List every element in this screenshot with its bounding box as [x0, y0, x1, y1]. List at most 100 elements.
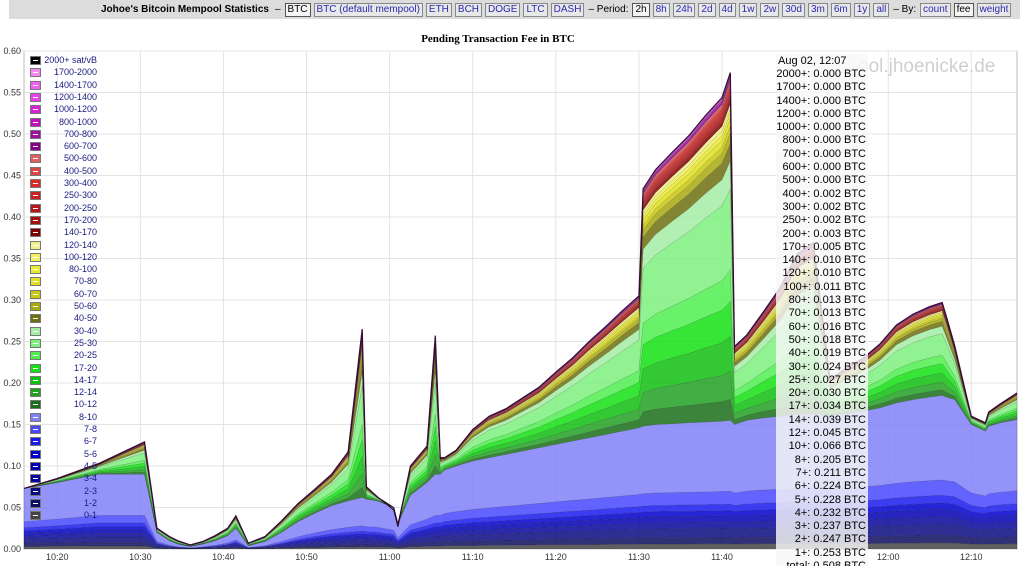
legend-item[interactable]: 400-500 — [27, 166, 97, 178]
tooltip-row: 300+: 0.002 BTC — [782, 200, 866, 213]
legend-item[interactable]: 20-25 — [27, 350, 97, 362]
by-button-weight[interactable]: weight — [976, 2, 1012, 17]
x-tick-label: 10:20 — [46, 552, 69, 562]
legend-item[interactable]: 140-170 — [27, 227, 97, 239]
x-tick-label: 11:20 — [545, 552, 567, 562]
legend-label: 7-8 — [83, 424, 97, 434]
period-button-2d[interactable]: 2d — [698, 2, 716, 17]
legend-item[interactable]: 30-40 — [27, 326, 97, 338]
period-button-1w[interactable]: 1w — [738, 2, 758, 17]
legend-item[interactable]: 0-1 — [27, 510, 97, 522]
legend-label: 170-200 — [63, 214, 97, 225]
legend-item[interactable]: 250-300 — [27, 190, 97, 202]
legend-item[interactable]: 25-30 — [27, 338, 97, 350]
legend-label: 8-10 — [78, 411, 97, 422]
legend-item[interactable]: 2000+ sat/vB — [27, 55, 97, 67]
legend-item[interactable]: 600-700 — [27, 141, 97, 153]
legend-item[interactable]: 120-140 — [27, 240, 97, 252]
legend-item[interactable]: 500-600 — [27, 153, 97, 165]
legend-item[interactable]: 8-10 — [27, 412, 97, 424]
legend-item[interactable]: 6-7 — [27, 436, 97, 448]
legend-item[interactable]: 1400-1700 — [27, 80, 97, 92]
top-navigation-bar: Johoe's Bitcoin Mempool Statistics – BTC… — [9, 0, 1020, 19]
legend-item[interactable]: 50-60 — [27, 301, 97, 313]
period-button-3m[interactable]: 3m — [807, 2, 828, 17]
period-button-30d[interactable]: 30d — [782, 2, 805, 17]
legend-swatch — [30, 203, 41, 213]
legend-item[interactable]: 14-17 — [27, 375, 97, 387]
period-button-6m[interactable]: 6m — [830, 2, 851, 17]
legend-item[interactable]: 40-50 — [27, 313, 97, 325]
legend-item[interactable]: 10-12 — [27, 399, 97, 411]
tooltip-row: 70+: 0.013 BTC — [788, 307, 866, 320]
legend-item[interactable]: 300-400 — [27, 178, 97, 190]
coin-button-3[interactable]: BCH — [454, 2, 483, 17]
coin-button-5[interactable]: LTC — [523, 2, 548, 17]
legend-label: 2-3 — [83, 485, 97, 496]
legend-item[interactable]: 1-2 — [27, 498, 97, 510]
by-button-count[interactable]: count — [920, 2, 951, 17]
coin-button-6[interactable]: DASH — [550, 2, 585, 17]
period-button-all[interactable]: all — [873, 2, 890, 17]
legend-swatch — [30, 412, 41, 422]
legend-label: 700-800 — [63, 128, 97, 139]
legend-item[interactable]: 1000-1200 — [27, 104, 97, 116]
legend-item[interactable]: 7-8 — [27, 424, 97, 436]
tooltip-row: 1+: 0.253 BTC — [794, 546, 866, 559]
legend-item[interactable]: 170-200 — [27, 215, 97, 227]
y-tick-label: 0.10 — [3, 461, 21, 471]
legend-item[interactable]: 800-1000 — [27, 117, 97, 129]
legend-item[interactable]: 4-5 — [27, 461, 97, 473]
legend-label: 12-14 — [73, 387, 97, 398]
tooltip-row: 40+: 0.019 BTC — [788, 347, 866, 360]
y-tick-label: 0.15 — [3, 420, 21, 430]
legend-swatch — [30, 388, 41, 398]
period-button-2h[interactable]: 2h — [632, 2, 650, 17]
tooltip-row: 400+: 0.002 BTC — [782, 187, 866, 200]
tooltip-row: 60+: 0.016 BTC — [788, 320, 866, 333]
legend-label: 30-40 — [73, 325, 97, 336]
by-button-fee[interactable]: fee — [953, 2, 974, 17]
legend-item[interactable]: 2-3 — [27, 486, 97, 498]
period-button-1y[interactable]: 1y — [853, 2, 871, 17]
legend-swatch — [30, 215, 41, 225]
coin-button-2[interactable]: ETH — [425, 2, 452, 17]
coin-button-4[interactable]: DOGE — [485, 2, 521, 17]
legend-item[interactable]: 200-250 — [27, 203, 97, 215]
legend-item[interactable]: 5-6 — [27, 449, 97, 461]
legend-label: 300-400 — [63, 178, 97, 188]
period-button-4d[interactable]: 4d — [718, 2, 736, 17]
legend-item[interactable]: 60-70 — [27, 289, 97, 301]
x-tick-label: 10:40 — [212, 552, 235, 562]
tooltip-row: 100+: 0.011 BTC — [783, 280, 866, 293]
chart-title: Pending Transaction Fee in BTC — [421, 33, 575, 45]
period-button-2w[interactable]: 2w — [760, 2, 780, 17]
tooltip-row: 2000+: 0.000 BTC — [776, 68, 866, 80]
coin-button-1[interactable]: BTC (default mempool) — [313, 2, 423, 17]
y-tick-label: 0.50 — [3, 129, 21, 139]
legend-swatch — [30, 351, 41, 361]
period-button-24h[interactable]: 24h — [672, 2, 696, 17]
legend-swatch — [30, 449, 41, 459]
hover-tooltip: Aug 02, 12:07 2000+: 0.000 BTC 1700+: 0.0… — [776, 54, 868, 566]
legend-label: 800-1000 — [58, 116, 97, 127]
site-title: Johoe's Bitcoin Mempool Statistics — [101, 4, 269, 15]
legend-item[interactable]: 70-80 — [27, 276, 97, 288]
legend-item[interactable]: 1700-2000 — [27, 67, 97, 79]
legend-item[interactable]: 700-800 — [27, 129, 97, 141]
legend-swatch — [30, 338, 41, 348]
legend-item[interactable]: 1200-1400 — [27, 92, 97, 104]
legend-swatch — [30, 154, 41, 164]
tooltip-row: 17+: 0.034 BTC — [788, 400, 866, 413]
legend-item[interactable]: 3-4 — [27, 473, 97, 485]
legend-item[interactable]: 80-100 — [27, 264, 97, 276]
legend-item[interactable]: 17-20 — [27, 363, 97, 375]
coin-button-0[interactable]: BTC — [284, 2, 311, 17]
legend-swatch — [30, 277, 41, 287]
legend-swatch — [30, 228, 41, 238]
legend-item[interactable]: 12-14 — [27, 387, 97, 399]
by-label: – By: — [893, 4, 917, 15]
legend-item[interactable]: 100-120 — [27, 252, 97, 264]
period-button-8h[interactable]: 8h — [652, 2, 670, 17]
